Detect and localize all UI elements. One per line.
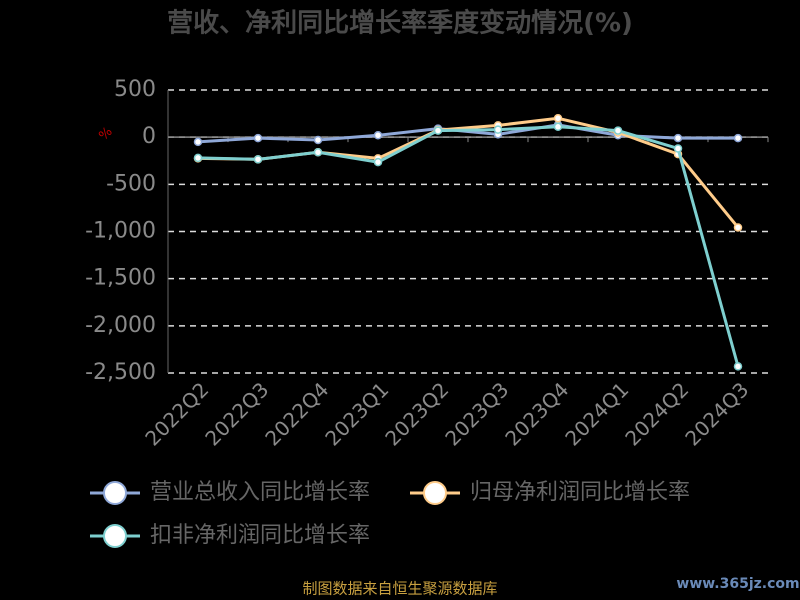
x-tick-label: 2023Q2 <box>380 377 453 450</box>
x-tick-label: 2022Q2 <box>140 377 213 450</box>
x-tick-label: 2024Q2 <box>620 377 693 450</box>
legend-label: 营业总收入同比增长率 <box>150 480 370 505</box>
legend-marker <box>423 481 447 505</box>
data-point <box>373 157 383 167</box>
series-line <box>197 125 740 367</box>
data-point <box>253 155 263 164</box>
data-point <box>493 125 503 134</box>
legend-marker <box>103 524 127 548</box>
y-tick-label: 0 <box>142 124 156 149</box>
legend-marker <box>103 481 127 505</box>
x-tick-label: 2024Q1 <box>560 377 633 450</box>
data-point <box>433 126 443 135</box>
chart-title: 营收、净利同比增长率季度变动情况(%) <box>167 8 633 39</box>
y-tick-label: -2,000 <box>85 313 156 338</box>
series-line <box>197 116 740 229</box>
x-tick-label: 2023Q3 <box>440 377 513 450</box>
data-point <box>673 133 683 143</box>
data-point <box>253 133 263 143</box>
legend-label: 归母净利润同比增长率 <box>470 480 690 505</box>
x-tick-label: 2023Q4 <box>500 377 573 450</box>
y-unit: % <box>96 124 115 143</box>
legend-label: 扣非净利润同比增长率 <box>150 523 370 548</box>
data-point <box>613 126 623 135</box>
watermark: www.365jz.com <box>676 576 799 592</box>
data-point <box>313 148 323 157</box>
x-tick-label: 2022Q3 <box>200 377 273 450</box>
data-point <box>553 122 563 132</box>
y-tick-label: 500 <box>114 77 156 102</box>
data-point <box>313 135 323 145</box>
data-point <box>193 137 203 147</box>
x-tick-label: 2022Q4 <box>260 377 333 450</box>
data-point <box>553 114 563 123</box>
x-tick-label: 2023Q1 <box>320 377 393 450</box>
y-tick-label: -500 <box>106 171 156 196</box>
data-point <box>373 131 383 140</box>
x-tick-label: 2024Q3 <box>680 377 753 450</box>
data-point <box>733 223 743 232</box>
data-point <box>193 153 203 163</box>
data-point <box>733 362 743 371</box>
data-point <box>733 133 743 143</box>
data-point <box>673 144 683 153</box>
source: 制图数据来自恒生聚源数据库 <box>302 580 497 598</box>
y-tick-label: -1,000 <box>85 219 156 244</box>
y-tick-label: -2,500 <box>85 360 156 385</box>
y-tick-label: -1,500 <box>85 266 156 291</box>
